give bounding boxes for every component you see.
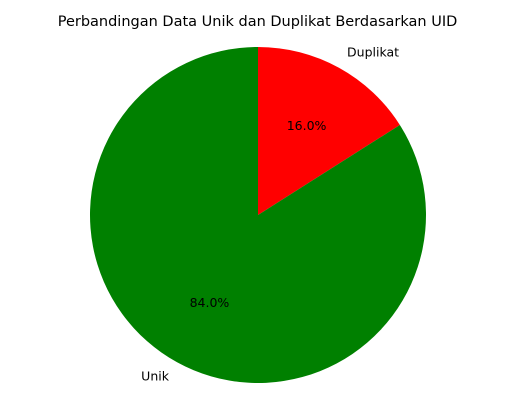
pie-labels: Duplikat 16.0% Unik 84.0% xyxy=(141,45,399,384)
pie-slice-unik xyxy=(89,47,426,384)
pie-slices xyxy=(89,47,426,384)
slice-label-duplikat: Duplikat xyxy=(347,45,399,60)
percent-label-duplikat: 16.0% xyxy=(287,118,327,133)
percent-label-unik: 84.0% xyxy=(190,295,230,310)
pie-slice-duplikat xyxy=(258,47,400,215)
chart-title: Perbandingan Data Unik dan Duplikat Berd… xyxy=(58,14,458,30)
slice-label-unik: Unik xyxy=(141,368,170,383)
